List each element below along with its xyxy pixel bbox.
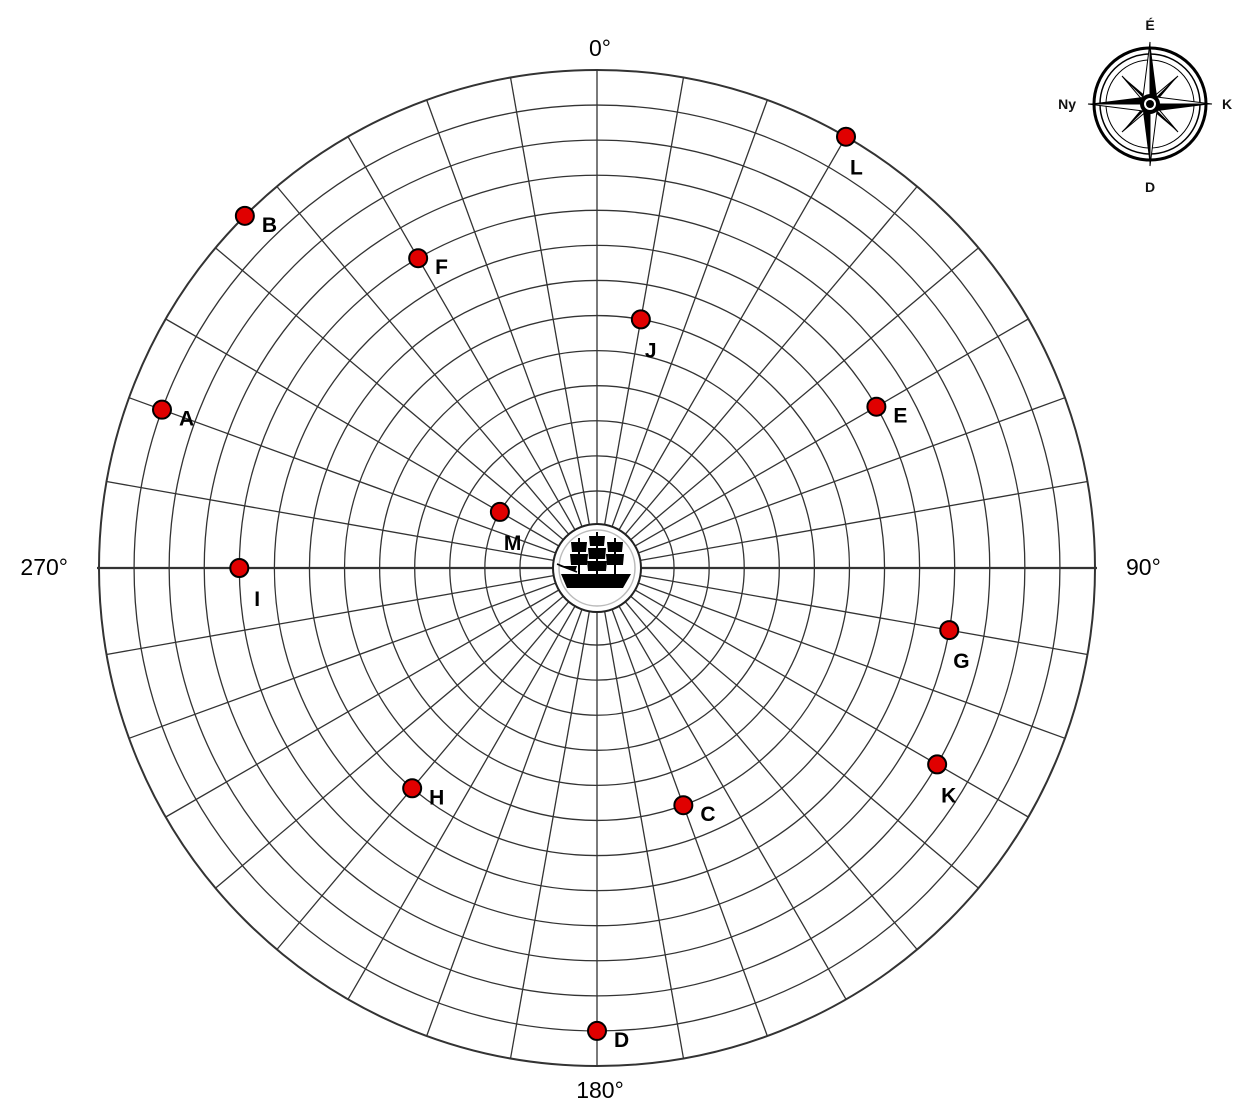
bearing-line: [215, 247, 566, 542]
angle-label-90: 90°: [1126, 554, 1161, 580]
bearing-line: [610, 99, 768, 529]
bearing-line: [638, 480, 1088, 562]
point-marker: [939, 620, 960, 641]
bearing-line: [276, 599, 571, 950]
point-b: B: [234, 205, 277, 237]
bearing-line: [617, 136, 847, 532]
bearing-line: [128, 397, 558, 555]
point-a: A: [151, 399, 194, 431]
point-marker: [489, 501, 510, 522]
point-j: J: [630, 309, 657, 362]
bearing-line: [215, 594, 566, 889]
point-l: L: [836, 126, 863, 180]
bearing-line: [617, 604, 847, 1000]
bearing-line: [633, 318, 1029, 548]
bearing-line: [426, 607, 584, 1037]
bearing-line: [633, 588, 1029, 818]
compass-east-label: K: [1222, 96, 1232, 112]
compass-rose-icon: É K D Ny: [1058, 17, 1232, 195]
point-i: I: [229, 558, 260, 611]
point-marker: [866, 396, 887, 417]
point-label: A: [179, 408, 194, 431]
point-label: M: [504, 532, 522, 555]
sailing-ship-icon: [552, 523, 642, 613]
bearing-line: [638, 574, 1088, 656]
point-label: E: [893, 405, 907, 428]
bearing-line: [509, 609, 591, 1059]
bearing-line: [106, 480, 556, 562]
point-e: E: [866, 396, 907, 428]
bearing-line: [636, 397, 1066, 555]
point-marker: [927, 754, 948, 775]
point-label: G: [953, 650, 969, 673]
bearing-line: [623, 186, 918, 537]
polar-grid: [97, 69, 1097, 1067]
bearing-line: [128, 581, 558, 739]
bearing-line: [509, 77, 591, 527]
point-label: H: [429, 786, 444, 809]
point-label: F: [435, 256, 448, 279]
point-label: D: [614, 1029, 629, 1052]
angle-label-270: 270°: [20, 554, 68, 580]
angle-label-180: 180°: [576, 1077, 624, 1103]
point-f: F: [408, 248, 448, 279]
point-h: H: [402, 778, 444, 809]
point-markers: A B C D E F G H I J K L M: [151, 126, 970, 1052]
bearing-line: [628, 594, 979, 889]
bearing-line: [623, 599, 918, 950]
point-label: L: [850, 157, 863, 180]
point-d: D: [587, 1020, 629, 1052]
point-marker: [408, 248, 429, 269]
bearing-line: [165, 588, 561, 818]
point-marker: [402, 778, 423, 799]
point-label: C: [700, 803, 715, 826]
bearing-line: [106, 574, 556, 656]
bearing-line: [636, 581, 1066, 739]
point-label: K: [941, 784, 956, 807]
bearing-line: [628, 247, 979, 542]
bearing-line: [426, 99, 584, 529]
point-marker: [151, 399, 172, 420]
point-g: G: [939, 620, 970, 673]
point-k: K: [927, 754, 956, 807]
point-marker: [587, 1020, 607, 1041]
point-m: M: [489, 501, 522, 555]
bearing-line: [347, 604, 577, 1000]
point-label: B: [262, 214, 277, 237]
compass-north-label: É: [1145, 17, 1154, 33]
point-marker: [836, 126, 856, 147]
point-label: J: [645, 339, 657, 362]
bearing-line: [347, 136, 577, 532]
bearing-line: [603, 77, 685, 527]
point-marker: [673, 795, 694, 816]
point-label: I: [254, 588, 260, 611]
compass-south-label: D: [1145, 179, 1155, 195]
bearing-line: [276, 186, 571, 537]
bearing-line: [603, 609, 685, 1059]
point-marker: [630, 309, 651, 330]
point-c: C: [673, 795, 716, 826]
compass-west-label: Ny: [1058, 96, 1076, 112]
point-marker: [229, 558, 250, 578]
bearing-line: [610, 607, 768, 1037]
point-marker: [234, 205, 255, 226]
angle-label-0: 0°: [589, 35, 611, 61]
